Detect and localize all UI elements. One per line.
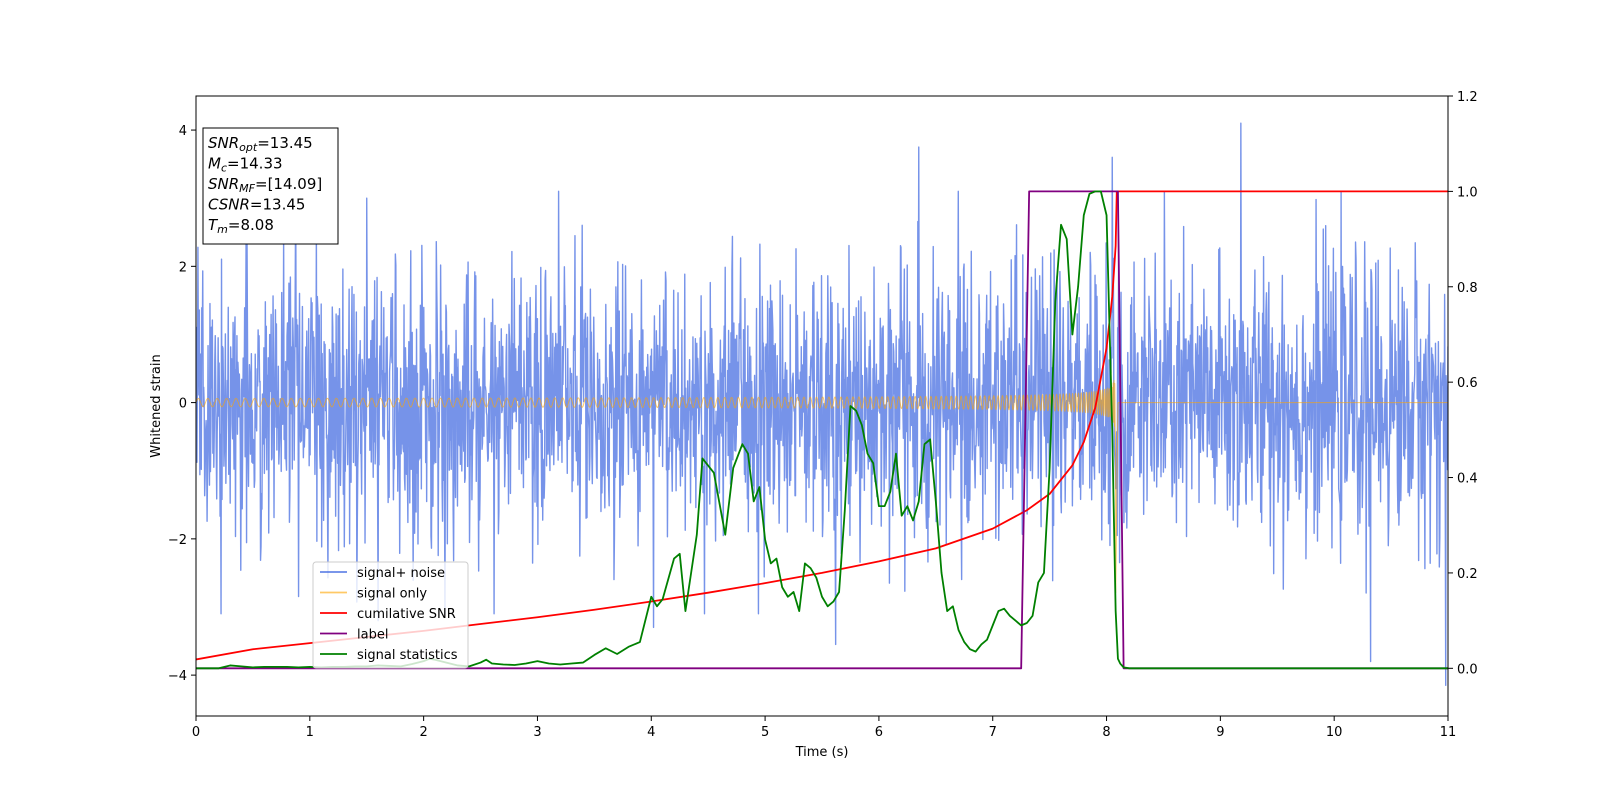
y-tick-label: −2: [168, 533, 187, 548]
legend-label-label: label: [357, 628, 388, 643]
x-tick-label: 5: [761, 725, 769, 740]
axes-layer: 0 1 2 3 4 5 6 7 8 9 10 11 −4 −2 0 2 4 0.0 0.2 0.4 0.6 0.8 1.0 1…: [168, 90, 1478, 740]
x-tick-label: 3: [533, 725, 541, 740]
info-line: SNRopt=13.45: [208, 134, 313, 154]
legend-label-signal-statistics: signal statistics: [357, 648, 458, 663]
info-box: SNRopt=13.45Mc=14.33SNRMF=[14.09]CSNR=13…: [202, 127, 339, 245]
x-tick-label: 4: [647, 725, 655, 740]
x-tick-label: 8: [1102, 725, 1110, 740]
info-line: SNRMF=[14.09]: [208, 175, 322, 195]
series-line-signal-noise: [196, 122, 1448, 687]
x-tick-label: 9: [1216, 725, 1224, 740]
legend-frame: [312, 561, 469, 669]
x-tick-label: 0: [192, 725, 200, 740]
y-right-tick-label: 0.4: [1457, 472, 1478, 487]
x-tick-label: 1: [306, 725, 314, 740]
y-tick-label: 2: [179, 260, 187, 275]
legend-label-signal-only: signal only: [357, 587, 427, 602]
info-line: CSNR=13.45: [208, 196, 305, 214]
info-box-frame: [202, 127, 339, 245]
x-tick-label: 7: [989, 725, 997, 740]
plot-frame: [195, 95, 1449, 717]
y-tick-label: 0: [179, 397, 187, 412]
y-right-tick-label: 0.2: [1457, 567, 1478, 582]
y-tick-label: −4: [168, 669, 187, 684]
x-tick-label: 2: [419, 725, 427, 740]
info-line: Mc=14.33: [208, 155, 283, 175]
series-line-signal-only: [196, 379, 1448, 594]
legend-label-cumilative-snr: cumilative SNR: [357, 607, 456, 622]
info-line: Tm=8.08: [208, 216, 274, 236]
legend: signal+ noise signal only cumilative SNR la…: [312, 561, 469, 669]
y-right-tick-label: 0.8: [1457, 281, 1478, 296]
x-axis-label: Time (s): [795, 745, 849, 760]
y-axis-label: Whitened strain: [149, 354, 164, 457]
x-tick-label: 10: [1326, 725, 1343, 740]
y-right-tick-label: 0.0: [1457, 662, 1478, 677]
x-tick-label: 11: [1440, 725, 1457, 740]
y-right-tick-label: 1.0: [1457, 185, 1478, 200]
x-tick-label: 6: [875, 725, 883, 740]
y-right-tick-label: 1.2: [1457, 90, 1478, 105]
y-right-tick-label: 0.6: [1457, 376, 1478, 391]
y-tick-label: 4: [179, 124, 187, 139]
legend-label-signal-noise: signal+ noise: [357, 566, 445, 581]
